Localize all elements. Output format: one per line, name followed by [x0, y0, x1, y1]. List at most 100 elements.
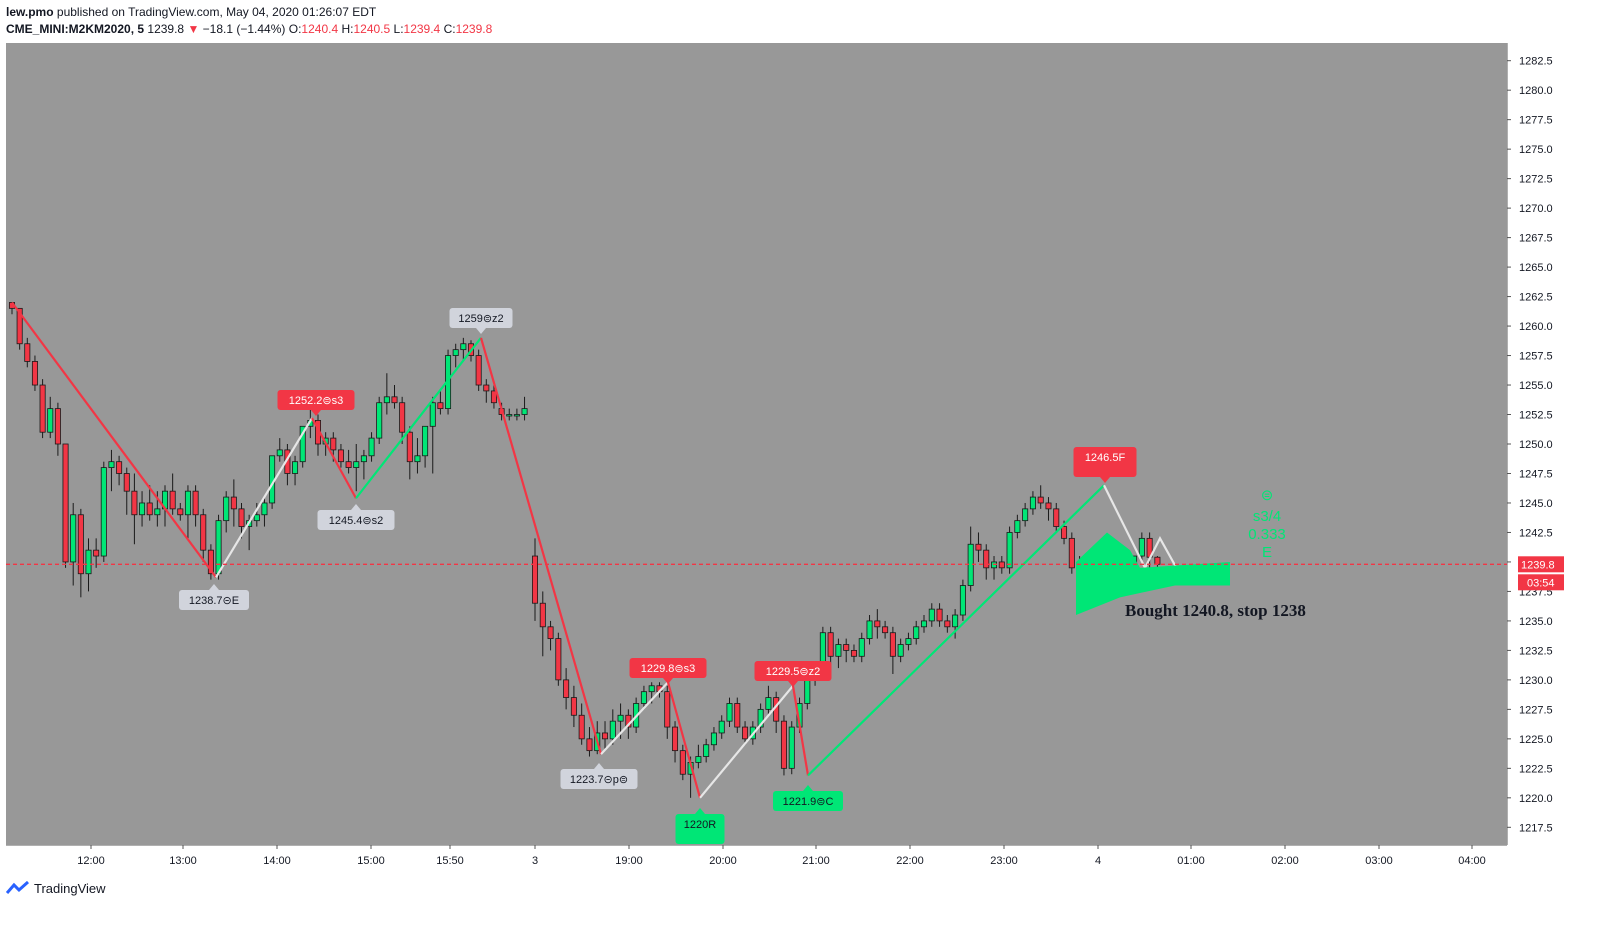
- candle-body: [31, 361, 38, 386]
- price-tick-label: 1222.5: [1519, 763, 1553, 775]
- candle-body: [406, 431, 413, 463]
- price-tick-label: 1257.5: [1519, 351, 1553, 363]
- candle-body: [882, 626, 889, 634]
- candle-body: [843, 644, 850, 651]
- candle-body: [710, 732, 717, 746]
- candle-body: [299, 425, 306, 463]
- last-price: 1239.8: [147, 22, 185, 36]
- footer-brand-label: TradingView: [34, 880, 106, 896]
- time-tick-label: 15:00: [357, 855, 385, 867]
- candle-body: [570, 697, 577, 716]
- zigzag-down-line: [11, 301, 217, 578]
- candle-body: [695, 756, 702, 763]
- pivot-label-box: [277, 390, 355, 410]
- candle-body: [345, 461, 352, 468]
- candle-body: [391, 396, 398, 404]
- fib-value-text: 0.333: [1248, 526, 1286, 543]
- candle-body: [640, 691, 647, 704]
- zigzag-tail-line: [1103, 484, 1184, 581]
- candle-body: [452, 349, 459, 356]
- pivot-label-pointer: [788, 681, 798, 687]
- candle-body: [866, 620, 873, 640]
- candle-body: [475, 355, 482, 386]
- countdown-tag-label: 03:54: [1527, 577, 1555, 589]
- candle-body: [93, 549, 100, 557]
- candle-body: [975, 543, 982, 551]
- candle-body: [54, 408, 61, 445]
- fib-wave-text: E: [1262, 544, 1272, 561]
- candle-body: [100, 467, 107, 557]
- countdown-tag: [1518, 574, 1564, 591]
- candle-body: [944, 620, 951, 628]
- candle-body: [921, 620, 928, 628]
- candle-body: [521, 408, 528, 415]
- pivot-label-text: 1245.4⊜s2: [329, 515, 383, 527]
- candle-body: [230, 496, 237, 510]
- author-name[interactable]: lew.pmo: [6, 5, 54, 19]
- candle-body: [563, 679, 570, 698]
- price-tick-label: 1245.0: [1519, 498, 1553, 510]
- plot-area[interactable]: [6, 43, 1507, 845]
- pivot-label-text: 1223.7⊝p⊜: [570, 774, 628, 786]
- candle-body: [223, 496, 230, 522]
- price-tick-label: 1270.0: [1519, 203, 1553, 215]
- price-tick-label: 1267.5: [1519, 233, 1553, 245]
- candle-body: [679, 750, 686, 775]
- candle-body: [609, 720, 616, 740]
- candle-body: [555, 638, 562, 681]
- low-value: 1239.4: [403, 22, 441, 36]
- price-tick-label: 1220.0: [1519, 793, 1553, 805]
- symbol-name: CME_MINI:M2KM2020, 5: [6, 22, 145, 36]
- candle-body: [952, 614, 959, 628]
- time-tick-label: 23:00: [990, 855, 1018, 867]
- price-tick-label: 1277.5: [1519, 115, 1553, 127]
- pivot-label-box: [1073, 447, 1137, 477]
- price-tick-label: 1242.5: [1519, 527, 1553, 539]
- candle-body: [648, 685, 655, 693]
- candle-body: [1068, 537, 1075, 569]
- pivot-label-box: [629, 658, 707, 678]
- pivot-label-pointer: [594, 763, 604, 769]
- candle-body: [726, 703, 733, 722]
- time-tick-label: 3: [532, 855, 538, 867]
- pivot-label-text: 1229.8⊜s3: [641, 663, 695, 675]
- time-tick-label: 04:00: [1458, 855, 1486, 867]
- pivot-label-text: 1238.7⊝E: [189, 595, 239, 607]
- candle-body: [827, 632, 834, 657]
- candle-body: [483, 384, 490, 392]
- candle-body: [422, 425, 429, 457]
- candle-body: [116, 461, 123, 474]
- candle-body: [253, 514, 260, 522]
- last-price-tag-label: 1239.8: [1521, 559, 1555, 571]
- candle-body: [578, 714, 585, 740]
- candle-body: [936, 608, 943, 622]
- candle-body: [734, 703, 741, 728]
- price-tick-label: 1250.0: [1519, 439, 1553, 451]
- candle-body: [532, 555, 539, 604]
- candle-body: [757, 708, 764, 728]
- candle-body: [376, 402, 383, 439]
- pivot-label-text: 1229.5⊜z2: [766, 666, 820, 678]
- candle-body: [1154, 556, 1161, 565]
- time-axis[interactable]: [6, 845, 1507, 873]
- footer-brand[interactable]: TradingView: [6, 880, 106, 896]
- zigzag-up-line: [600, 681, 669, 755]
- pivot-label-box: [449, 308, 513, 328]
- candle-body: [1037, 496, 1044, 504]
- pivot-label-pointer: [311, 410, 321, 416]
- price-axis[interactable]: [1507, 43, 1563, 845]
- candle-body: [1061, 526, 1068, 539]
- price-change: −18.1 (−1.44%): [202, 22, 286, 36]
- price-tick-label: 1247.5: [1519, 468, 1553, 480]
- candle-body: [928, 608, 935, 622]
- candle-body: [292, 461, 299, 474]
- price-tick-label: 1262.5: [1519, 292, 1553, 304]
- zigzag-up-line: [807, 484, 1105, 777]
- trade-note-text: Bought 1240.8, stop 1238: [1125, 601, 1306, 620]
- candle-body: [154, 508, 161, 516]
- time-tick-label: 22:00: [896, 855, 924, 867]
- candle-body: [353, 461, 360, 468]
- time-tick-label: 14:00: [263, 855, 291, 867]
- zigzag-down-line: [311, 417, 357, 499]
